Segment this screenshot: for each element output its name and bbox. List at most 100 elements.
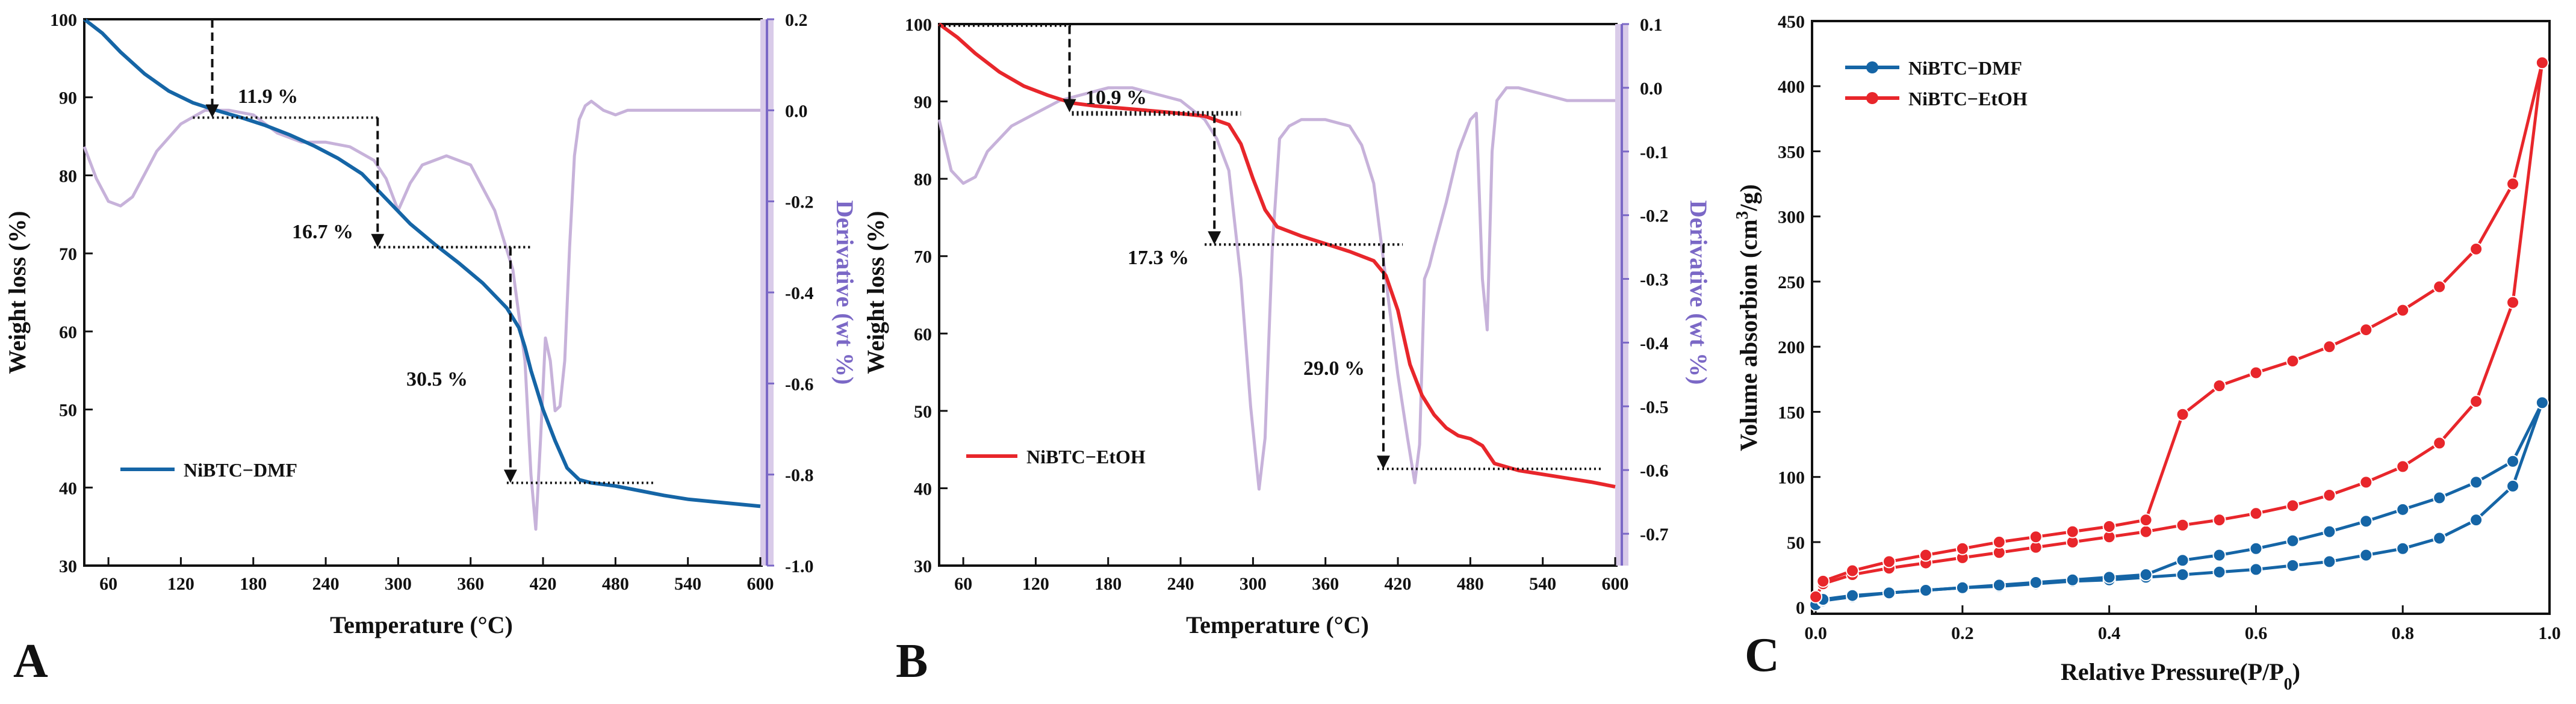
y2-tick-label: -0.1: [1640, 143, 1669, 162]
isotherm-point: [2323, 340, 2336, 354]
y-tick-label: 150: [1778, 403, 1805, 422]
isotherm-point: [2249, 507, 2263, 520]
isotherm-point: [2065, 573, 2079, 587]
x-tick-label: 60: [954, 574, 972, 594]
tga-line: [938, 22, 1616, 489]
y2-tick-label: -0.6: [1640, 461, 1669, 481]
derivative-line: [937, 86, 1615, 491]
x-tick-label: 180: [1094, 574, 1122, 594]
annotation-step-1: 10.9 %: [1085, 87, 1147, 109]
x-tick-label: 0.8: [2391, 623, 2414, 643]
panel-b-tga-curve: [938, 22, 1616, 489]
panel-b-step-markers: [939, 24, 1603, 471]
isotherm-point: [2102, 519, 2116, 533]
isotherm-point: [1992, 578, 2006, 592]
x-tick-label: 0.0: [1804, 623, 1827, 643]
x-tick-label: 420: [530, 574, 557, 594]
legend-label-nibtc-etoh: NiBTC−EtOH: [1908, 88, 2028, 110]
panel-label-c: C: [1745, 629, 1780, 682]
isotherm-point: [2249, 563, 2263, 576]
isotherm-point: [2469, 513, 2483, 527]
x-tick-label: 300: [1240, 574, 1267, 594]
isotherm-point: [2323, 555, 2336, 569]
isotherm-point: [2286, 499, 2300, 513]
tga-line: [83, 17, 761, 508]
y-tick-label: 90: [59, 88, 77, 108]
isotherm-point: [2323, 525, 2336, 539]
step-arrow-head: [503, 469, 517, 483]
panel-a-tga-curve: [83, 17, 761, 508]
isotherm-point: [2535, 56, 2549, 70]
y-tick-label: 400: [1778, 77, 1805, 97]
isotherm-point: [2249, 366, 2263, 380]
x-axis-label: Relative Pressure(P/P0): [2061, 658, 2300, 694]
panel-c-ticks: 0.0 0.2 0.4 0.6 0.8 1.0 0 50 100 150 200 250 300 350 4…: [1778, 12, 2561, 643]
y2-axis-label: Derivative (wt %): [1685, 200, 1712, 385]
isotherm-point: [2065, 525, 2079, 539]
isotherm-point: [2433, 531, 2447, 545]
panel-label-b: B: [896, 635, 928, 688]
panel-a-step-markers: [84, 18, 654, 484]
annotation-step-2: 17.3 %: [1128, 247, 1189, 269]
isotherm-point: [2212, 548, 2226, 562]
x-tick-label: 600: [1602, 574, 1629, 594]
panel-b-ticks: 60 120 180 240 300 360 420 480 540 600 30 40 50 60 70 8…: [905, 15, 1669, 594]
isotherm-point: [2176, 407, 2190, 421]
isotherm-point: [2212, 513, 2226, 527]
y2-tick-label: 0.2: [785, 10, 808, 30]
x-tick-label: 240: [312, 574, 340, 594]
panel-label-a: A: [13, 635, 48, 688]
y2-axis-label: Derivative (wt %): [831, 200, 858, 385]
y-tick-label: 200: [1778, 338, 1805, 357]
y-axis-label: Volume absorbion (cm3/g): [1733, 184, 1763, 451]
y-tick-label: 100: [905, 15, 932, 35]
isotherm-point: [2029, 530, 2043, 544]
y-tick-label: 350: [1778, 142, 1805, 162]
x-tick-label: 540: [1529, 574, 1556, 594]
annotation-step-3: 29.0 %: [1303, 357, 1365, 380]
isotherm-point: [2286, 558, 2300, 572]
y-tick-label: 60: [59, 323, 77, 342]
y2-tick-label: -0.4: [1640, 333, 1669, 353]
y2-tick-label: 0.0: [785, 101, 808, 121]
x-tick-label: 0.4: [2098, 623, 2121, 643]
y2-tick-label: -0.3: [1640, 270, 1669, 290]
y-tick-label: 40: [59, 478, 77, 498]
step-arrow-head: [1063, 99, 1076, 113]
legend-marker-nibtc-dmf: [1866, 61, 1878, 73]
y2-tick-label: 0.1: [1640, 15, 1663, 35]
isotherm-point: [1882, 555, 1896, 569]
isotherm-point: [2506, 479, 2520, 493]
isotherm-point: [2433, 491, 2447, 505]
y-tick-label: 70: [59, 244, 77, 264]
y-tick-label: 70: [914, 247, 932, 267]
isotherm-point: [1882, 586, 1896, 600]
step-arrow-head: [371, 233, 385, 247]
y2-tick-label: -1.0: [785, 557, 814, 576]
step-arrow-head: [205, 104, 219, 118]
y-tick-label: 100: [50, 10, 77, 30]
x-tick-label: 600: [747, 574, 774, 594]
isotherm-point: [1846, 564, 1860, 578]
x-tick-label: 540: [674, 574, 701, 594]
x-tick-label: 0.2: [1951, 623, 1974, 643]
y2-tick-label: -0.4: [785, 283, 814, 303]
isotherm-point: [2506, 295, 2520, 309]
isotherm-point: [1992, 535, 2006, 549]
isotherm-point: [2212, 565, 2226, 579]
isotherm-point: [2139, 513, 2153, 527]
legend-label-nibtc-dmf: NiBTC−DMF: [1908, 57, 2022, 79]
y-axis-label: Weight loss (%): [862, 211, 889, 374]
isotherm-point: [2176, 554, 2190, 567]
isotherm-point: [2396, 303, 2410, 317]
x-tick-label: 300: [385, 574, 412, 594]
legend-label-nibtc-dmf: NiBTC−DMF: [184, 459, 297, 481]
annotation-step-2: 16.7 %: [292, 221, 353, 243]
y-axis-label: Weight loss (%): [4, 211, 31, 374]
isotherm-point: [2506, 177, 2520, 191]
y2-tick-label: -0.7: [1640, 525, 1669, 545]
annotation-step-3: 30.5 %: [406, 368, 468, 391]
y-tick-label: 80: [914, 170, 932, 190]
panel-a: 60 120 180 240 300 360 420 480 540 600 30 40 50 60 70 8…: [4, 10, 858, 688]
y-tick-label: 300: [1778, 208, 1805, 227]
